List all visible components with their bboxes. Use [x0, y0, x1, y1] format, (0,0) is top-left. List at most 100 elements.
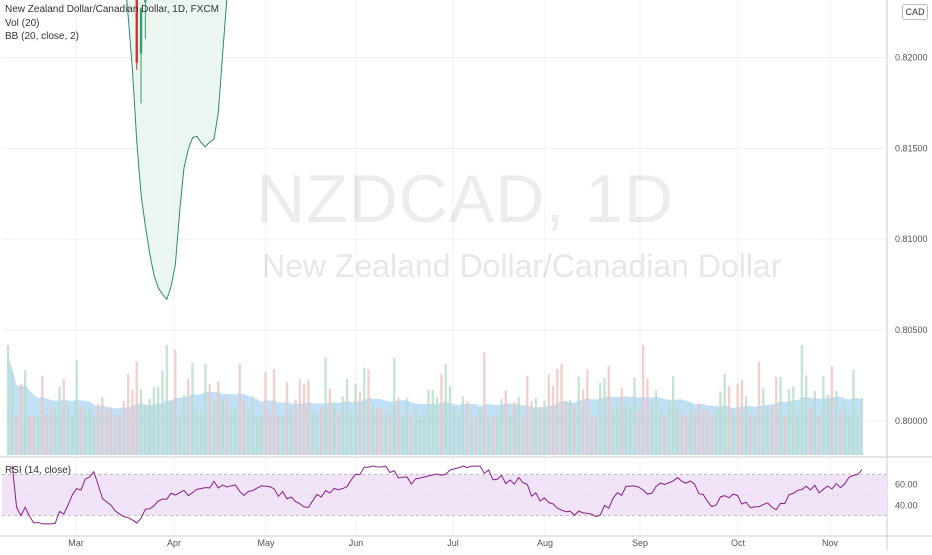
volume-bar	[79, 406, 83, 455]
bb-legend[interactable]: BB (20, close, 2)	[5, 31, 79, 42]
volume-bar	[714, 410, 718, 455]
volume-bar	[19, 383, 23, 455]
volume-bar	[732, 410, 735, 455]
volume-bar	[298, 379, 301, 455]
volume-bar	[380, 408, 383, 455]
volume-bar	[487, 416, 490, 455]
volume-bar	[491, 416, 495, 455]
volume-bar	[435, 397, 439, 455]
volume-bar	[830, 366, 834, 455]
volume-bar	[414, 408, 417, 455]
volume-bar	[204, 364, 207, 455]
currency-badge[interactable]: CAD	[902, 4, 928, 20]
volume-bar	[650, 402, 653, 455]
volume-bar	[199, 410, 203, 455]
volume-bar	[616, 403, 619, 455]
volume-bar	[680, 412, 683, 455]
volume-bar	[423, 412, 426, 455]
time-tick-label: Nov	[822, 538, 839, 548]
volume-bar	[358, 391, 362, 455]
volume-bar	[543, 400, 546, 455]
volume-bar	[783, 415, 786, 455]
volume-bar	[169, 401, 173, 455]
volume-bar	[229, 411, 233, 455]
volume-bar	[702, 410, 705, 455]
volume-bar	[157, 386, 160, 455]
volume-bar	[564, 402, 568, 455]
volume-legend[interactable]: Vol (20)	[5, 18, 40, 29]
volume-bar	[388, 415, 392, 455]
volume-bar	[590, 415, 593, 455]
volume-bar	[440, 374, 443, 455]
rsi-band-fill	[2, 474, 887, 516]
rsi-tick-label: 60.00	[895, 480, 918, 490]
volume-bar	[324, 357, 327, 455]
volume-bar	[268, 413, 271, 455]
rsi-tick-label: 40.00	[895, 500, 918, 510]
bb-fill	[126, 0, 227, 300]
volume-bar	[860, 397, 864, 455]
volume-bar	[15, 414, 18, 455]
volume-bar	[534, 398, 538, 455]
symbol-legend[interactable]: New Zealand Dollar/Canadian Dollar, 1D, …	[5, 4, 219, 15]
time-tick-label: Jul	[447, 538, 459, 548]
volume-bar	[530, 401, 533, 455]
volume-bar	[217, 381, 220, 455]
volume-bar	[221, 399, 224, 455]
volume-bar	[187, 379, 190, 455]
volume-bar	[538, 406, 542, 455]
volume-bar	[139, 389, 143, 455]
volume-bar	[178, 414, 181, 455]
volume-bar	[225, 395, 229, 455]
volume-bar	[676, 406, 679, 455]
volume-bar	[770, 406, 774, 455]
volume-bar	[586, 369, 589, 455]
price-tick-label: 0.80000	[895, 416, 928, 426]
volume-bar	[779, 376, 782, 455]
bollinger-bands	[126, 0, 228, 301]
volume-bar	[431, 389, 435, 455]
volume-bar	[500, 399, 503, 455]
volume-bar	[84, 412, 87, 455]
volume-bar	[242, 399, 246, 455]
volume-bar	[320, 407, 323, 455]
volume-bar	[684, 415, 688, 455]
time-tick-label: Mar	[68, 538, 84, 548]
volume-bar	[667, 401, 671, 455]
volume-bar	[762, 388, 765, 455]
volume-bar	[573, 406, 576, 455]
volume-bar	[723, 374, 726, 455]
time-tick-label: Jun	[349, 538, 364, 548]
volume-bar	[852, 369, 855, 455]
volume-bar	[247, 409, 250, 455]
volume-bar	[466, 401, 469, 455]
volume-bar	[350, 410, 353, 455]
volume-bar	[165, 345, 168, 455]
volume-bar	[62, 379, 65, 455]
volume-bar	[659, 409, 662, 455]
volume-bar	[560, 363, 563, 455]
volume-bar	[410, 413, 413, 455]
time-tick-label: Apr	[167, 538, 181, 548]
volume-bar	[594, 416, 598, 455]
volume-histogram	[6, 345, 864, 455]
volume-bar	[238, 363, 241, 455]
price-tick-label: 0.80500	[895, 325, 928, 335]
volume-bar	[805, 375, 808, 455]
volume-bar	[290, 409, 293, 455]
bb-lower-line	[126, 0, 228, 301]
volume-bar	[122, 401, 126, 455]
volume-bar	[272, 369, 276, 455]
volume-bar	[693, 412, 696, 455]
volume-bar	[135, 361, 138, 455]
volume-bar	[843, 402, 847, 455]
volume-bar	[496, 413, 499, 455]
volume-bar	[581, 389, 585, 455]
volume-bar	[114, 416, 117, 455]
volume-bar	[787, 389, 791, 455]
volume-bar	[212, 399, 216, 455]
rsi-legend[interactable]: RSI (14, close)	[5, 465, 72, 476]
volume-bar	[753, 414, 756, 455]
volume-bar	[328, 388, 332, 455]
